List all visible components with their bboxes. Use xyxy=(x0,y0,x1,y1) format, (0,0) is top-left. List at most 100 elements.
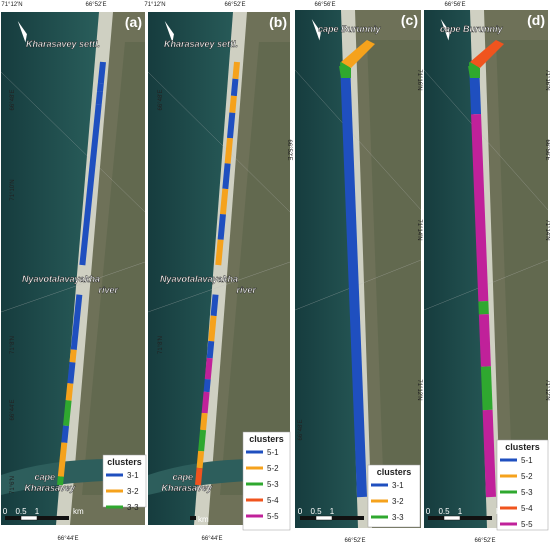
coast-segment xyxy=(217,214,226,240)
legend-entry: 3-1 xyxy=(392,481,404,490)
graticule-label: 71°8'N xyxy=(158,336,164,354)
legend-entry: 5-3 xyxy=(521,488,533,497)
scale-bar xyxy=(332,516,364,520)
coast-segment xyxy=(208,315,217,342)
panel-label: (c) xyxy=(401,12,418,28)
coast-segment xyxy=(95,91,103,105)
graticule-label: 71°12'N xyxy=(544,379,550,400)
graticule xyxy=(0,71,146,213)
coast-segment xyxy=(198,429,207,452)
scale-label: km xyxy=(73,507,84,516)
graticule-label: 71°10'N xyxy=(10,179,16,200)
graticule-label: 66°56'E xyxy=(315,2,336,8)
graticule-label: 66°52'E xyxy=(345,538,366,544)
scale-label: 0 xyxy=(426,507,431,516)
graticule-label: 71°8'N xyxy=(10,336,16,354)
coast-segment xyxy=(61,425,70,444)
graticule-label: 71°16'N xyxy=(544,69,550,90)
graticule-label: 66°52'E xyxy=(225,2,246,8)
coast-segment xyxy=(230,78,239,97)
coast-segment xyxy=(226,112,236,139)
scale-label: km xyxy=(496,507,507,516)
coast-segment xyxy=(97,61,106,84)
coast-segment xyxy=(469,74,482,115)
place-name: river xyxy=(98,285,118,295)
scale-label: 1 xyxy=(330,507,335,516)
legend-title: clusters xyxy=(107,457,142,467)
map-panel: (c) cape Burunniy clusters 3-1 3-2 3-3 0 0.5 1 km… xyxy=(294,2,422,544)
coast-segment xyxy=(97,82,104,92)
tundra xyxy=(220,42,290,495)
legend-box xyxy=(102,454,147,508)
scale-label: km xyxy=(368,507,379,516)
legend-entry: 3-3 xyxy=(127,503,139,512)
graticule-label: 66°56'E xyxy=(544,140,550,161)
scale-label: 0.5 xyxy=(310,507,322,516)
legend-entry: 5-2 xyxy=(267,464,279,473)
coast-segment xyxy=(206,340,215,359)
north-arrow xyxy=(164,21,174,43)
place-name: Nyavotalavayakha xyxy=(160,274,238,284)
legend-entry: 5-1 xyxy=(267,448,279,457)
coast-segment xyxy=(478,314,491,367)
panel-label: (a) xyxy=(125,14,142,30)
coast-segment xyxy=(224,137,233,164)
map-panel: (b) Kharasavey settl. Nyavotalavayakharive… xyxy=(144,2,292,542)
coast-segment xyxy=(195,467,203,486)
scale-label: 0 xyxy=(298,507,303,516)
scale-label: 1 xyxy=(458,507,463,516)
north-arrow xyxy=(17,21,27,43)
cape-segment xyxy=(470,40,504,68)
graticule-label: 71°12'N xyxy=(1,2,22,8)
map-panel: (d) cape Burunniy clusters 5-1 5-2 5-3 5-4 5-5 0… xyxy=(423,2,550,544)
scale-bar xyxy=(20,515,38,521)
legend-entry: 3-3 xyxy=(392,513,404,522)
north-arrow xyxy=(311,19,321,41)
legend-entry: 5-5 xyxy=(521,520,533,529)
coast-segment xyxy=(215,239,224,266)
coast-segment xyxy=(57,476,64,486)
coast-segment xyxy=(471,114,489,302)
graticule-label: 66°52'E xyxy=(475,538,496,544)
scale-bar xyxy=(315,515,333,521)
coast-segment xyxy=(69,349,77,363)
coast-segment xyxy=(340,74,367,498)
coast-segment xyxy=(222,163,231,190)
coast-segment xyxy=(65,383,74,401)
north-arrow xyxy=(440,19,450,41)
graticule-label: 66°44'E xyxy=(58,536,79,542)
tundra xyxy=(82,42,145,495)
scale-bar xyxy=(37,516,69,520)
place-name: Kharasavey settl. xyxy=(26,39,100,49)
graticule xyxy=(147,261,291,313)
coast-segment xyxy=(232,61,240,80)
place-name: Nyavotalavayakha xyxy=(22,274,100,284)
cape-segment xyxy=(341,40,375,68)
tundra xyxy=(496,40,548,498)
graticule-label: 71°16'N xyxy=(416,69,422,90)
graticule-label: 66°48'E xyxy=(10,90,16,111)
legend-entry: 5-4 xyxy=(267,496,279,505)
tundra xyxy=(367,40,421,498)
cape-segment xyxy=(468,66,480,78)
graticule-label: 71°14'N xyxy=(416,219,422,240)
panel-label: (b) xyxy=(269,14,287,30)
graticule-label: 66°48'E xyxy=(158,90,164,111)
scale-label: 1 xyxy=(35,507,40,516)
coast-segment xyxy=(57,442,68,477)
coast-segment xyxy=(200,412,208,431)
graticule-label: 66°52'E xyxy=(86,2,107,8)
legend-entry: 3-2 xyxy=(392,497,404,506)
graticule-label: 71°12'N xyxy=(144,2,165,8)
legend-title: clusters xyxy=(249,434,284,444)
coast-segment xyxy=(229,95,237,114)
scale-bar xyxy=(443,515,461,521)
panel-label: (d) xyxy=(527,12,545,28)
place-name: cape xyxy=(34,472,55,482)
graticule-label: 71°14'N xyxy=(544,219,550,240)
scale-label: 0.5 xyxy=(438,507,450,516)
legend-title: clusters xyxy=(377,467,412,477)
graticule-label: 66°44'E xyxy=(202,536,223,542)
graticule-label: 66°52'E xyxy=(286,140,292,161)
place-name: Kharasavey xyxy=(24,483,76,493)
